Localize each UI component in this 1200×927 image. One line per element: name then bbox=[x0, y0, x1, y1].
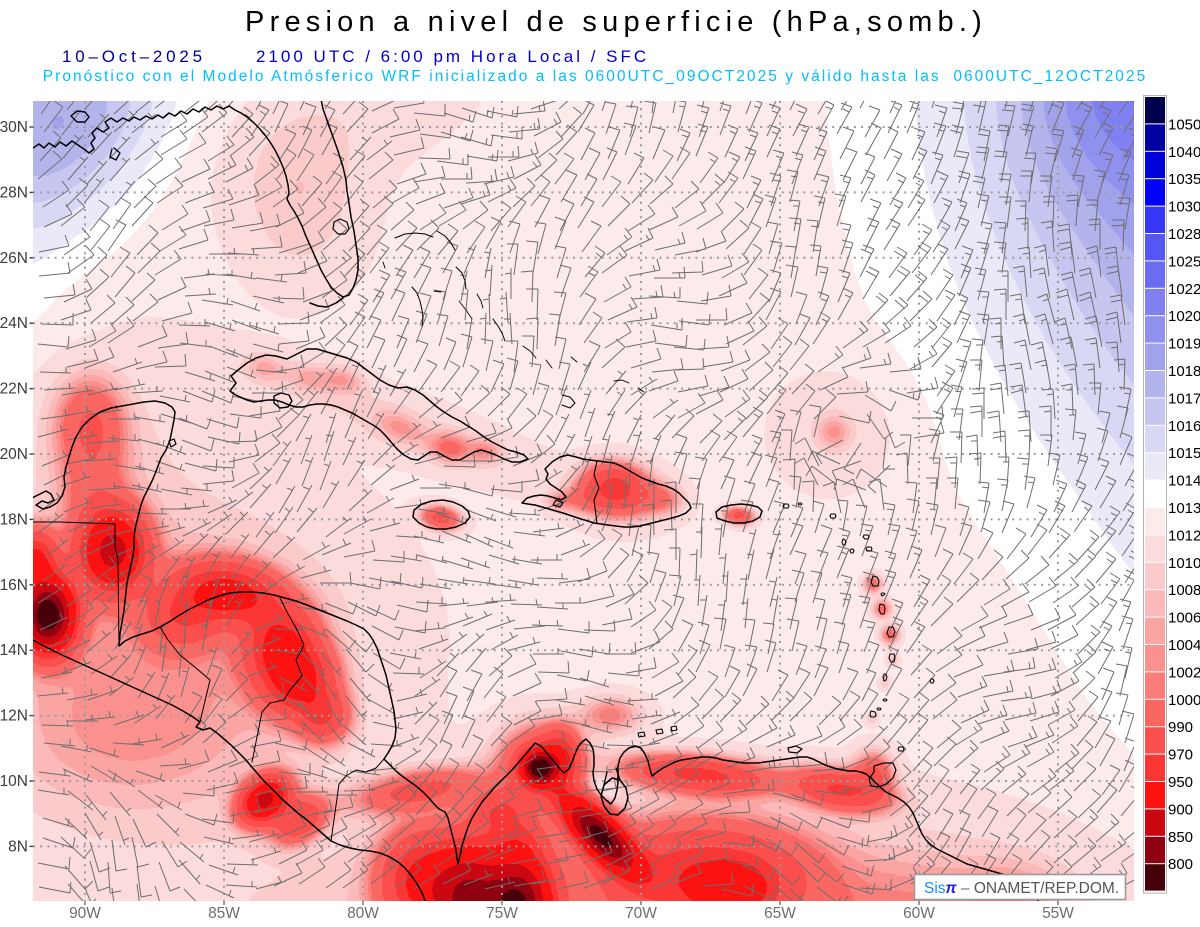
svg-text:28N: 28N bbox=[0, 184, 28, 201]
svg-text:1019: 1019 bbox=[1168, 336, 1200, 353]
svg-text:990: 990 bbox=[1168, 719, 1193, 736]
svg-text:65W: 65W bbox=[764, 905, 796, 922]
svg-text:70W: 70W bbox=[625, 905, 657, 922]
svg-text:800: 800 bbox=[1168, 856, 1193, 873]
svg-text:1030: 1030 bbox=[1168, 199, 1200, 216]
svg-text:1004: 1004 bbox=[1168, 637, 1200, 654]
svg-text:1015: 1015 bbox=[1168, 445, 1200, 462]
svg-text:1040: 1040 bbox=[1168, 144, 1200, 161]
svg-text:1017: 1017 bbox=[1168, 390, 1200, 407]
svg-text:1020: 1020 bbox=[1168, 308, 1200, 325]
svg-text:1008: 1008 bbox=[1168, 582, 1200, 599]
svg-text:1013: 1013 bbox=[1168, 500, 1200, 517]
svg-text:1002: 1002 bbox=[1168, 664, 1200, 681]
svg-text:22N: 22N bbox=[0, 381, 28, 398]
svg-text:14N: 14N bbox=[0, 642, 28, 659]
svg-text:80W: 80W bbox=[347, 905, 379, 922]
svg-text:24N: 24N bbox=[0, 315, 28, 332]
svg-text:970: 970 bbox=[1168, 747, 1193, 764]
svg-text:1022: 1022 bbox=[1168, 281, 1200, 298]
svg-text:1028: 1028 bbox=[1168, 226, 1200, 243]
svg-text:950: 950 bbox=[1168, 774, 1193, 791]
svg-text:850: 850 bbox=[1168, 829, 1193, 846]
svg-text:10N: 10N bbox=[0, 773, 28, 790]
svg-text:30N: 30N bbox=[0, 119, 28, 136]
svg-text:20N: 20N bbox=[0, 446, 28, 463]
svg-text:1018: 1018 bbox=[1168, 363, 1200, 380]
svg-text:8N: 8N bbox=[8, 838, 28, 855]
svg-text:Sisπ – ONAMET/REP.DOM.: Sisπ – ONAMET/REP.DOM. bbox=[924, 880, 1119, 897]
svg-text:1012: 1012 bbox=[1168, 527, 1200, 544]
svg-text:55W: 55W bbox=[1042, 905, 1074, 922]
svg-text:1050: 1050 bbox=[1168, 116, 1200, 133]
svg-text:26N: 26N bbox=[0, 250, 28, 267]
svg-text:1025: 1025 bbox=[1168, 253, 1200, 270]
svg-text:16N: 16N bbox=[0, 577, 28, 594]
svg-text:1016: 1016 bbox=[1168, 418, 1200, 435]
svg-text:1010: 1010 bbox=[1168, 555, 1200, 572]
svg-text:18N: 18N bbox=[0, 511, 28, 528]
svg-text:900: 900 bbox=[1168, 801, 1193, 818]
svg-text:90W: 90W bbox=[69, 905, 101, 922]
svg-text:1006: 1006 bbox=[1168, 610, 1200, 627]
svg-text:85W: 85W bbox=[208, 905, 240, 922]
svg-text:75W: 75W bbox=[486, 905, 518, 922]
svg-text:1000: 1000 bbox=[1168, 692, 1200, 709]
svg-text:1014: 1014 bbox=[1168, 473, 1200, 490]
svg-text:1035: 1035 bbox=[1168, 171, 1200, 188]
svg-text:12N: 12N bbox=[0, 708, 28, 725]
svg-text:60W: 60W bbox=[903, 905, 935, 922]
